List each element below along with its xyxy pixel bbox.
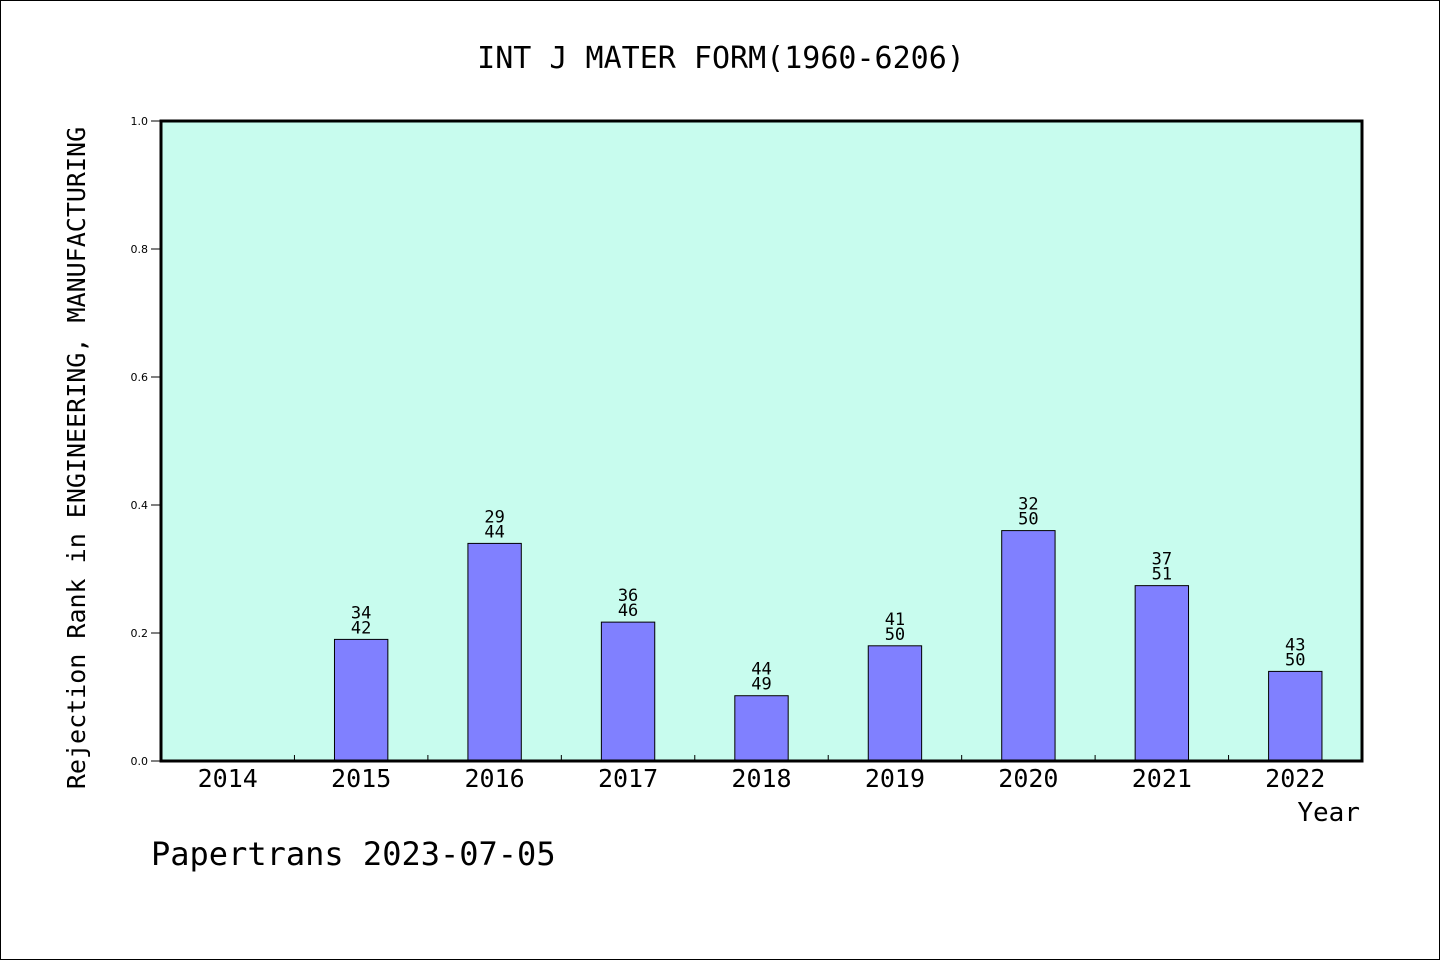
x-tick-label: 2022 [1265,764,1325,793]
bar-label-top: 41 [885,610,905,630]
bar-2018 [734,695,789,762]
x-tick-label: 2020 [998,764,1058,793]
x-tick-label: 2015 [331,764,391,793]
bar-2019 [867,645,923,762]
y-axis-label: Rejection Rank in ENGINEERING, MANUFACTU… [62,127,91,789]
bar-label-bottom: 51 [1152,565,1172,585]
x-axis: 2014 2015 2016 2017 2018 2019 2020 2021 2022 [198,755,1325,793]
bar-2017 [600,621,656,762]
bar-label-top: 37 [1152,550,1172,570]
y-tick-label: 0.4 [131,499,149,512]
bar-label-top: 43 [1285,635,1305,655]
y-tick-label: 0.0 [131,755,149,768]
x-tick-label: 2017 [598,764,658,793]
bar-2020 [1001,530,1056,762]
x-tick-label: 2019 [865,764,925,793]
y-tick-label: 0.2 [131,627,149,640]
bar-label-bottom: 44 [484,522,504,542]
bar-label-bottom: 50 [1018,510,1038,530]
bar-label-bottom: 50 [885,625,905,645]
x-tick-label: 2014 [198,764,258,793]
y-tick-label: 0.6 [131,371,149,384]
x-tick-label: 2016 [465,764,525,793]
bar-label-bottom: 46 [618,601,638,621]
bar-label-top: 44 [751,660,771,680]
bar-label-top: 36 [618,586,638,606]
bar-2021 [1134,585,1190,762]
y-axis: 0.0 0.2 0.4 0.6 0.8 1.0 [131,115,161,768]
bar-label-bottom: 49 [751,675,771,695]
x-axis-label: Year [1297,798,1360,828]
plot-border [159,119,1364,763]
x-tick-label: 2021 [1132,764,1192,793]
bar-label-bottom: 50 [1285,650,1305,670]
watermark-text: Papertrans 2023-07-05 [151,835,556,873]
bar-label-bottom: 42 [351,618,371,638]
bar-2022 [1268,670,1323,762]
bar-2016 [467,542,522,762]
y-tick-label: 1.0 [131,115,149,128]
y-tick-label: 0.8 [131,243,149,256]
chart-title: INT J MATER FORM(1960-6206) [477,41,965,76]
bar-2015 [333,638,389,762]
bar-series [333,530,1323,762]
bar-label-top: 29 [484,507,504,527]
bar-label-top: 32 [1018,495,1038,515]
x-tick-label: 2018 [731,764,791,793]
bar-label-top: 34 [351,603,371,623]
